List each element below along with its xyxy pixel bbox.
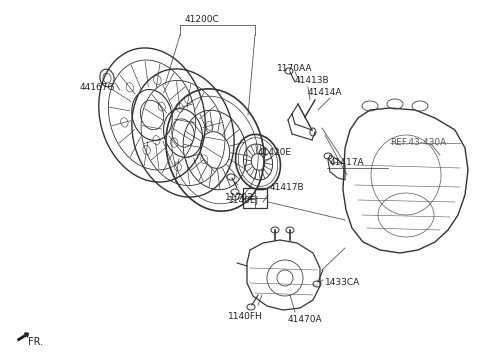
Text: FR.: FR. (28, 337, 43, 347)
Text: 1140FH: 1140FH (228, 312, 263, 321)
Text: 41417B: 41417B (270, 183, 305, 192)
Text: 41414A: 41414A (308, 88, 343, 97)
Text: 1170AA: 1170AA (277, 64, 312, 73)
Text: 41413B: 41413B (295, 76, 330, 85)
Text: 11703: 11703 (225, 193, 254, 202)
Text: 41200C: 41200C (185, 15, 219, 24)
Text: REF.43-430A: REF.43-430A (390, 138, 446, 147)
Text: 1140EJ: 1140EJ (228, 196, 259, 205)
Text: 41470A: 41470A (288, 315, 323, 324)
Bar (243, 188, 267, 208)
Text: 1433CA: 1433CA (325, 278, 360, 287)
FancyArrow shape (18, 333, 28, 341)
Text: 41417A: 41417A (330, 158, 365, 167)
Text: 44167G: 44167G (80, 83, 116, 92)
Text: 41420E: 41420E (258, 148, 292, 157)
